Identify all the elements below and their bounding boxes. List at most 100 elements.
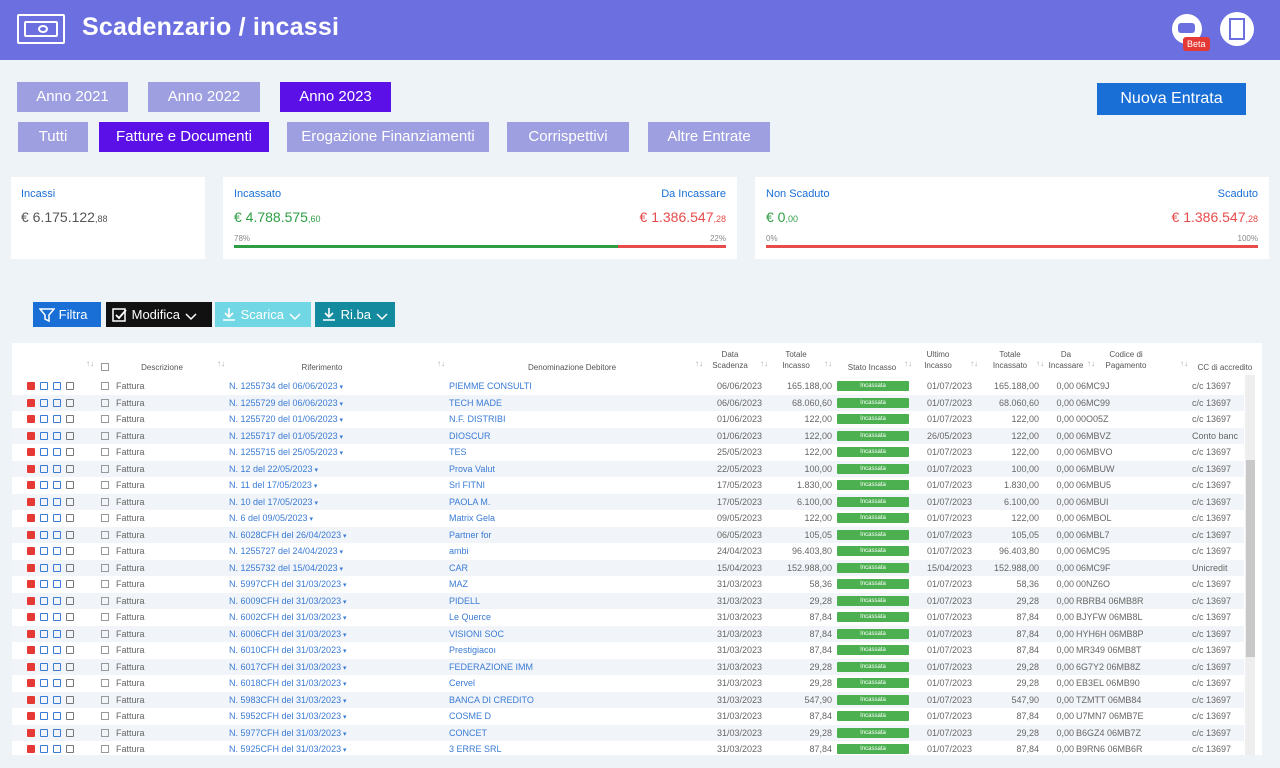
paperclip-icon[interactable]: [53, 497, 61, 506]
delete-icon[interactable]: [27, 662, 35, 671]
col-riferimento[interactable]: Riferimento: [301, 363, 343, 372]
cell-riferimento[interactable]: N. 5952CFH del 31/03/2023 ▾: [229, 711, 347, 721]
caret-down-icon[interactable]: ▾: [341, 664, 347, 672]
paperclip-icon[interactable]: [53, 398, 61, 407]
paperclip-icon[interactable]: [53, 415, 61, 423]
cell-debitore[interactable]: N.F. DISTRIBI: [449, 414, 506, 424]
table-row[interactable]: Fattura N. 6017CFH del 31/03/2023 ▾ FEDERA…: [12, 658, 1244, 675]
delete-icon[interactable]: [27, 547, 35, 555]
paperclip-icon[interactable]: [53, 448, 61, 456]
mail-icon[interactable]: [66, 497, 74, 506]
table-row[interactable]: Fattura N. 5997CFH del 31/03/2023 ▾ MAZ 31/…: [12, 576, 1244, 593]
mail-icon[interactable]: [66, 514, 74, 522]
paperclip-icon[interactable]: [53, 481, 61, 489]
paperclip-icon[interactable]: [53, 646, 61, 654]
row-checkbox[interactable]: [101, 514, 109, 522]
mail-icon[interactable]: [66, 695, 74, 704]
col-descrizione[interactable]: Descrizione: [141, 363, 183, 372]
cell-riferimento[interactable]: N. 6 del 09/05/2023 ▾: [229, 513, 314, 523]
tab-altre-entrate[interactable]: Altre Entrate: [648, 122, 770, 152]
row-checkbox[interactable]: [101, 712, 109, 720]
sort-icon[interactable]: ↑↓: [695, 359, 703, 368]
cell-riferimento[interactable]: N. 1255732 del 15/04/2023 ▾: [229, 562, 344, 573]
mail-icon[interactable]: [66, 613, 74, 621]
edit-icon[interactable]: [40, 679, 48, 687]
edit-icon[interactable]: [40, 646, 48, 654]
mail-icon[interactable]: [66, 646, 74, 654]
tab-corrispettivi[interactable]: Corrispettivi: [507, 122, 629, 152]
table-row[interactable]: Fattura N. 10 del 17/05/2023 ▾ PAOLA M. 17/…: [12, 493, 1244, 510]
paperclip-icon[interactable]: [53, 745, 61, 753]
sort-icon[interactable]: ↑↓: [760, 359, 768, 368]
cell-riferimento[interactable]: N. 1255729 del 06/06/2023 ▾: [229, 397, 344, 408]
caret-down-icon[interactable]: ▾: [341, 697, 347, 705]
cell-riferimento[interactable]: N. 10 del 17/05/2023 ▾: [229, 496, 319, 507]
cell-riferimento[interactable]: N. 5997CFH del 31/03/2023 ▾: [229, 579, 347, 589]
col-totale-incasso[interactable]: Totale Incasso: [782, 350, 810, 370]
delete-icon[interactable]: [27, 530, 35, 539]
delete-icon[interactable]: [27, 728, 35, 737]
delete-icon[interactable]: [27, 464, 35, 473]
caret-down-icon[interactable]: ▾: [341, 582, 347, 589]
cell-debitore[interactable]: TES: [449, 447, 467, 457]
mail-icon[interactable]: [66, 448, 74, 456]
edit-icon[interactable]: [40, 530, 48, 539]
delete-icon[interactable]: [27, 629, 35, 638]
table-row[interactable]: Fattura N. 6018CFH del 31/03/2023 ▾ Cervel…: [12, 675, 1244, 692]
table-row[interactable]: Fattura N. 5977CFH del 31/03/2023 ▾ CONCET…: [12, 724, 1244, 741]
sort-icon[interactable]: ↑↓: [86, 359, 94, 368]
row-checkbox[interactable]: [101, 580, 109, 588]
table-row[interactable]: Fattura N. 1255717 del 01/05/2023 ▾ DIOSCU…: [12, 427, 1244, 444]
caret-down-icon[interactable]: ▾: [341, 532, 347, 540]
mail-icon[interactable]: [66, 481, 74, 489]
caret-down-icon[interactable]: ▾: [307, 516, 314, 523]
cell-riferimento[interactable]: N. 5983CFH del 31/03/2023 ▾: [229, 694, 347, 705]
paperclip-icon[interactable]: [53, 613, 61, 621]
row-checkbox[interactable]: [101, 613, 109, 621]
cell-debitore[interactable]: CAR: [449, 562, 469, 573]
table-row[interactable]: Fattura N. 1255715 del 25/05/2023 ▾ TES 25/…: [12, 444, 1244, 461]
select-all-checkbox[interactable]: [101, 363, 109, 371]
mail-icon[interactable]: [66, 662, 74, 671]
row-checkbox[interactable]: [101, 629, 109, 638]
delete-icon[interactable]: [27, 580, 35, 588]
cell-debitore[interactable]: PIDELL: [449, 595, 481, 606]
row-checkbox[interactable]: [101, 679, 109, 687]
tab-erogazione-finanziamenti[interactable]: Erogazione Finanziamenti: [287, 122, 489, 152]
row-checkbox[interactable]: [101, 563, 109, 572]
table-row[interactable]: Fattura N. 6 del 09/05/2023 ▾ Matrix Gela 0…: [12, 510, 1244, 527]
row-checkbox[interactable]: [101, 596, 109, 605]
delete-icon[interactable]: [27, 695, 35, 704]
cell-riferimento[interactable]: N. 11 del 17/05/2023 ▾: [229, 480, 318, 490]
cell-debitore[interactable]: Cervel: [449, 678, 476, 688]
paperclip-icon[interactable]: [53, 712, 61, 720]
caret-down-icon[interactable]: ▾: [341, 598, 347, 606]
col-codice-pagamento[interactable]: Codice di Pagamento: [1105, 350, 1147, 370]
mail-icon[interactable]: [66, 745, 74, 753]
cell-debitore[interactable]: FEDERAZIONE IMM: [449, 661, 534, 672]
edit-icon[interactable]: [40, 745, 48, 753]
table-row[interactable]: Fattura N. 6028CFH del 26/04/2023 ▾ Partne…: [12, 526, 1244, 543]
cell-riferimento[interactable]: N. 6028CFH del 26/04/2023 ▾: [229, 529, 347, 540]
table-row[interactable]: Fattura N. 6009CFH del 31/03/2023 ▾ PIDELL…: [12, 592, 1244, 609]
sort-icon[interactable]: ↑↓: [217, 359, 225, 368]
sort-icon[interactable]: ↑↓: [1180, 359, 1188, 368]
row-checkbox[interactable]: [101, 382, 109, 390]
row-checkbox[interactable]: [101, 728, 109, 737]
cell-debitore[interactable]: ambi: [449, 546, 469, 556]
sort-icon[interactable]: ↑↓: [904, 359, 912, 368]
tab-anno-2023[interactable]: Anno 2023: [280, 82, 391, 112]
edit-icon[interactable]: [40, 481, 48, 489]
cell-debitore[interactable]: VISIONI SOC: [449, 628, 505, 639]
sort-icon[interactable]: ↑↓: [1087, 359, 1095, 368]
cell-debitore[interactable]: Srl FITNI: [449, 480, 485, 490]
delete-icon[interactable]: [27, 745, 35, 753]
delete-icon[interactable]: [27, 448, 35, 456]
row-checkbox[interactable]: [101, 481, 109, 489]
cell-debitore[interactable]: PAOLA M.: [449, 496, 491, 507]
sort-icon[interactable]: ↑↓: [824, 359, 832, 368]
cell-debitore[interactable]: CONCET: [449, 727, 487, 738]
edit-icon[interactable]: [40, 382, 48, 390]
mail-icon[interactable]: [66, 580, 74, 588]
paperclip-icon[interactable]: [53, 580, 61, 588]
